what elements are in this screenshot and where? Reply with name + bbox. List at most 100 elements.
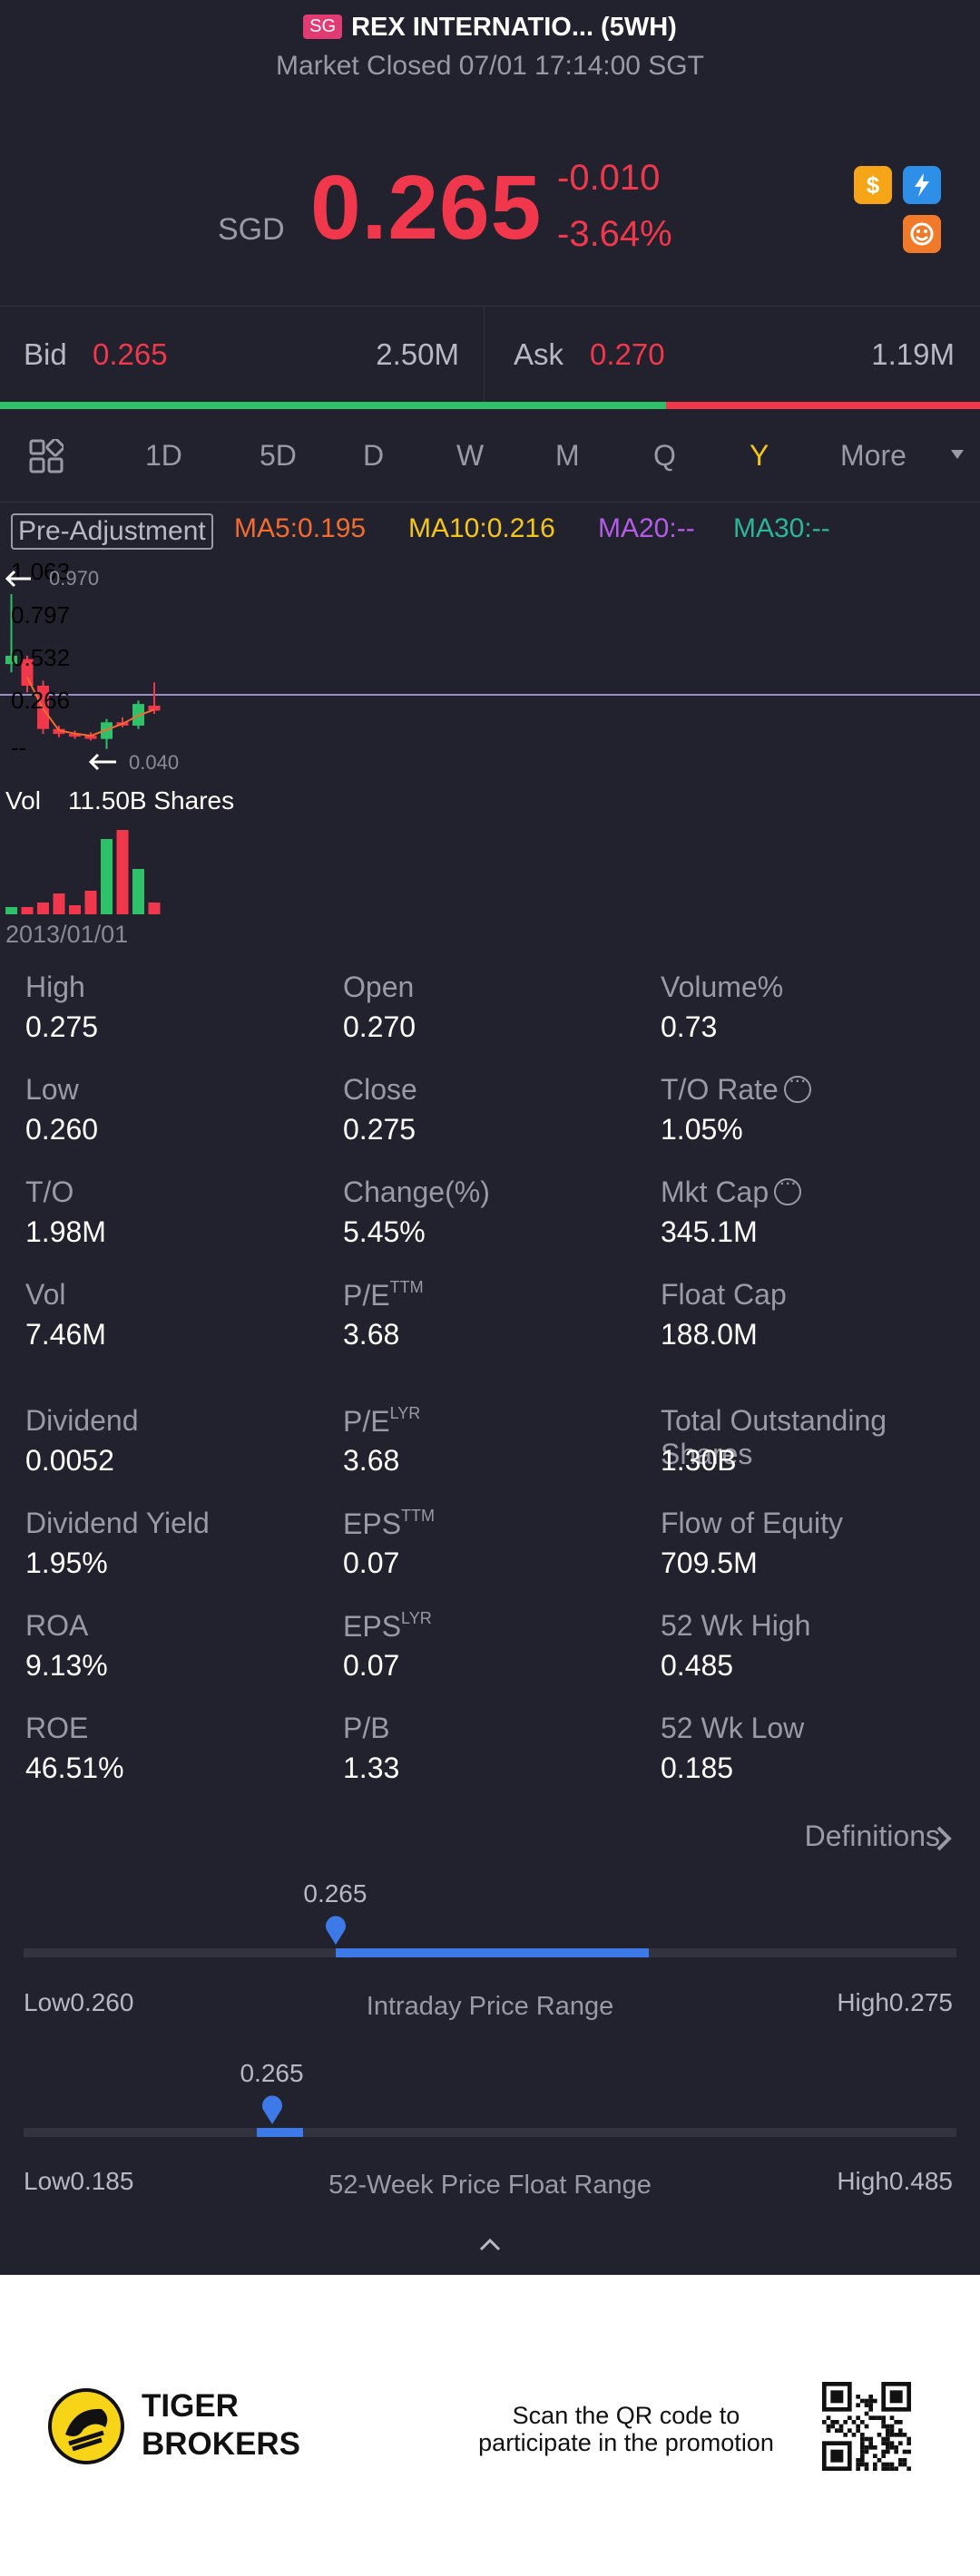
qr-module [889, 2428, 895, 2433]
stat-label-text: Low [25, 1073, 79, 1106]
stat-value: 46.51% [25, 1751, 124, 1784]
lightning-icon[interactable] [903, 166, 941, 204]
divider [0, 502, 980, 503]
chevron-down-icon[interactable] [951, 450, 964, 459]
chevron-right-icon[interactable] [935, 1824, 953, 1853]
qr-module [856, 2428, 860, 2433]
qr-module [860, 2458, 865, 2463]
high-label: High [837, 1988, 889, 2016]
qr-module [868, 2441, 873, 2445]
candle-body [21, 659, 34, 686]
volume-bar [84, 891, 97, 914]
stat-label: Vol [25, 1278, 65, 1312]
axis-label: 0.797 [11, 601, 70, 629]
qr-module [835, 2428, 839, 2433]
pre-adjustment-button[interactable]: Pre-Adjustment [11, 513, 213, 550]
price-change: -0.010 [557, 158, 661, 198]
chevron-up-icon[interactable] [477, 2231, 503, 2257]
chart-start-date: 2013/01/01 [5, 921, 129, 948]
ask-size: 1.19M [871, 337, 955, 371]
stat-label-suffix: TTM [389, 1278, 424, 1296]
tab-more[interactable]: More [840, 439, 906, 472]
promo-footer [0, 2275, 980, 2576]
axis-label: 0.532 [11, 644, 70, 671]
high-label: High [837, 2167, 889, 2195]
qr-module [886, 2445, 890, 2450]
stat-value: 3.68 [343, 1444, 400, 1477]
dollar-icon[interactable]: $ [854, 166, 892, 204]
qr-module [881, 2441, 886, 2445]
price-change-percent: -3.64% [557, 214, 672, 254]
tab-m[interactable]: M [555, 439, 580, 472]
stat-label-text: Close [343, 1073, 417, 1106]
qr-module [898, 2428, 903, 2433]
stat-value: 3.68 [343, 1318, 400, 1351]
qr-code[interactable] [822, 2382, 911, 2471]
stat-label-text: Total Outstanding Shares [661, 1404, 887, 1470]
intraday-range-fill [336, 1948, 649, 1957]
tab-5d[interactable]: 5D [260, 439, 297, 472]
tab-w[interactable]: W [456, 439, 485, 472]
stat-value: 1.30B [661, 1444, 737, 1477]
candlestick-chart[interactable]: 1.063 0.797 0.532 0.266 -- 0.970 0.040 [0, 553, 980, 934]
qr-module [868, 2445, 873, 2450]
stat-value: 1.33 [343, 1751, 400, 1784]
qr-module [894, 2449, 898, 2454]
volume-label: Vol 11.50B Shares [5, 786, 234, 815]
qr-module [864, 2466, 869, 2471]
qr-module [830, 2424, 835, 2429]
tab-d[interactable]: D [363, 439, 385, 472]
tab-1d[interactable]: 1D [145, 439, 182, 472]
stat-label-text: Vol [25, 1278, 66, 1311]
tab-y[interactable]: Y [750, 439, 769, 472]
map-pin-icon [262, 2095, 283, 2124]
layout-grid-icon[interactable] [29, 439, 64, 473]
qr-module [822, 2420, 827, 2425]
stat-label: P/B [343, 1712, 390, 1745]
stat-value: 9.13% [25, 1649, 108, 1682]
stat-label-text: High [25, 971, 85, 1003]
mood-icon[interactable] [903, 215, 941, 253]
info-icon[interactable] [774, 1171, 802, 1205]
info-icon[interactable] [783, 1068, 811, 1103]
min-marker: 0.040 [88, 751, 179, 774]
low-label: Low [24, 2167, 71, 2195]
qr-module [886, 2428, 890, 2433]
stat-label-text: 52 Wk High [661, 1609, 811, 1642]
qr-module [881, 2415, 886, 2420]
qr-promo-text: Scan the QR code to participate in the pr… [454, 2402, 799, 2456]
ma5-value: MA5:0.195 [234, 513, 367, 543]
stat-label-text: ROE [25, 1712, 89, 1744]
qr-module [843, 2420, 848, 2425]
stat-label-text: Mkt Cap [661, 1176, 769, 1208]
volume-bar [101, 839, 113, 914]
qr-module [873, 2398, 877, 2404]
definitions-link[interactable]: Definitions [804, 1820, 940, 1852]
stat-label: Total Outstanding Shares [661, 1404, 980, 1471]
qr-module [864, 2436, 869, 2442]
stat-label-text: Flow of Equity [661, 1507, 843, 1539]
stat-label-text: Change(%) [343, 1176, 490, 1208]
qr-module [877, 2415, 882, 2420]
stat-value: 1.05% [661, 1113, 743, 1146]
volume-bar [21, 907, 34, 914]
stat-label: P/ETTM [343, 1278, 424, 1312]
qr-finder [830, 2449, 844, 2463]
qr-module [881, 2420, 886, 2425]
52wk-current-price: 0.265 [240, 2059, 304, 2087]
tiger-logo-icon [48, 2388, 124, 2464]
stat-label[interactable]: T/O Rate [661, 1068, 811, 1107]
stat-label-text: P/E [343, 1405, 390, 1438]
axis-label: -- [11, 734, 26, 761]
qr-module [889, 2462, 895, 2467]
qr-module [856, 2466, 860, 2471]
axis-label: 1.063 [11, 558, 70, 585]
qr-module [851, 2420, 857, 2425]
qr-module [894, 2466, 898, 2471]
tab-q[interactable]: Q [653, 439, 676, 472]
stat-label[interactable]: Mkt Cap [661, 1171, 802, 1209]
stat-label-suffix: TTM [401, 1507, 436, 1525]
ask-ratio-bar [666, 402, 980, 409]
stock-title: SG REX INTERNATIO... (5WH) [0, 13, 980, 43]
stat-value: 0.73 [661, 1010, 718, 1043]
